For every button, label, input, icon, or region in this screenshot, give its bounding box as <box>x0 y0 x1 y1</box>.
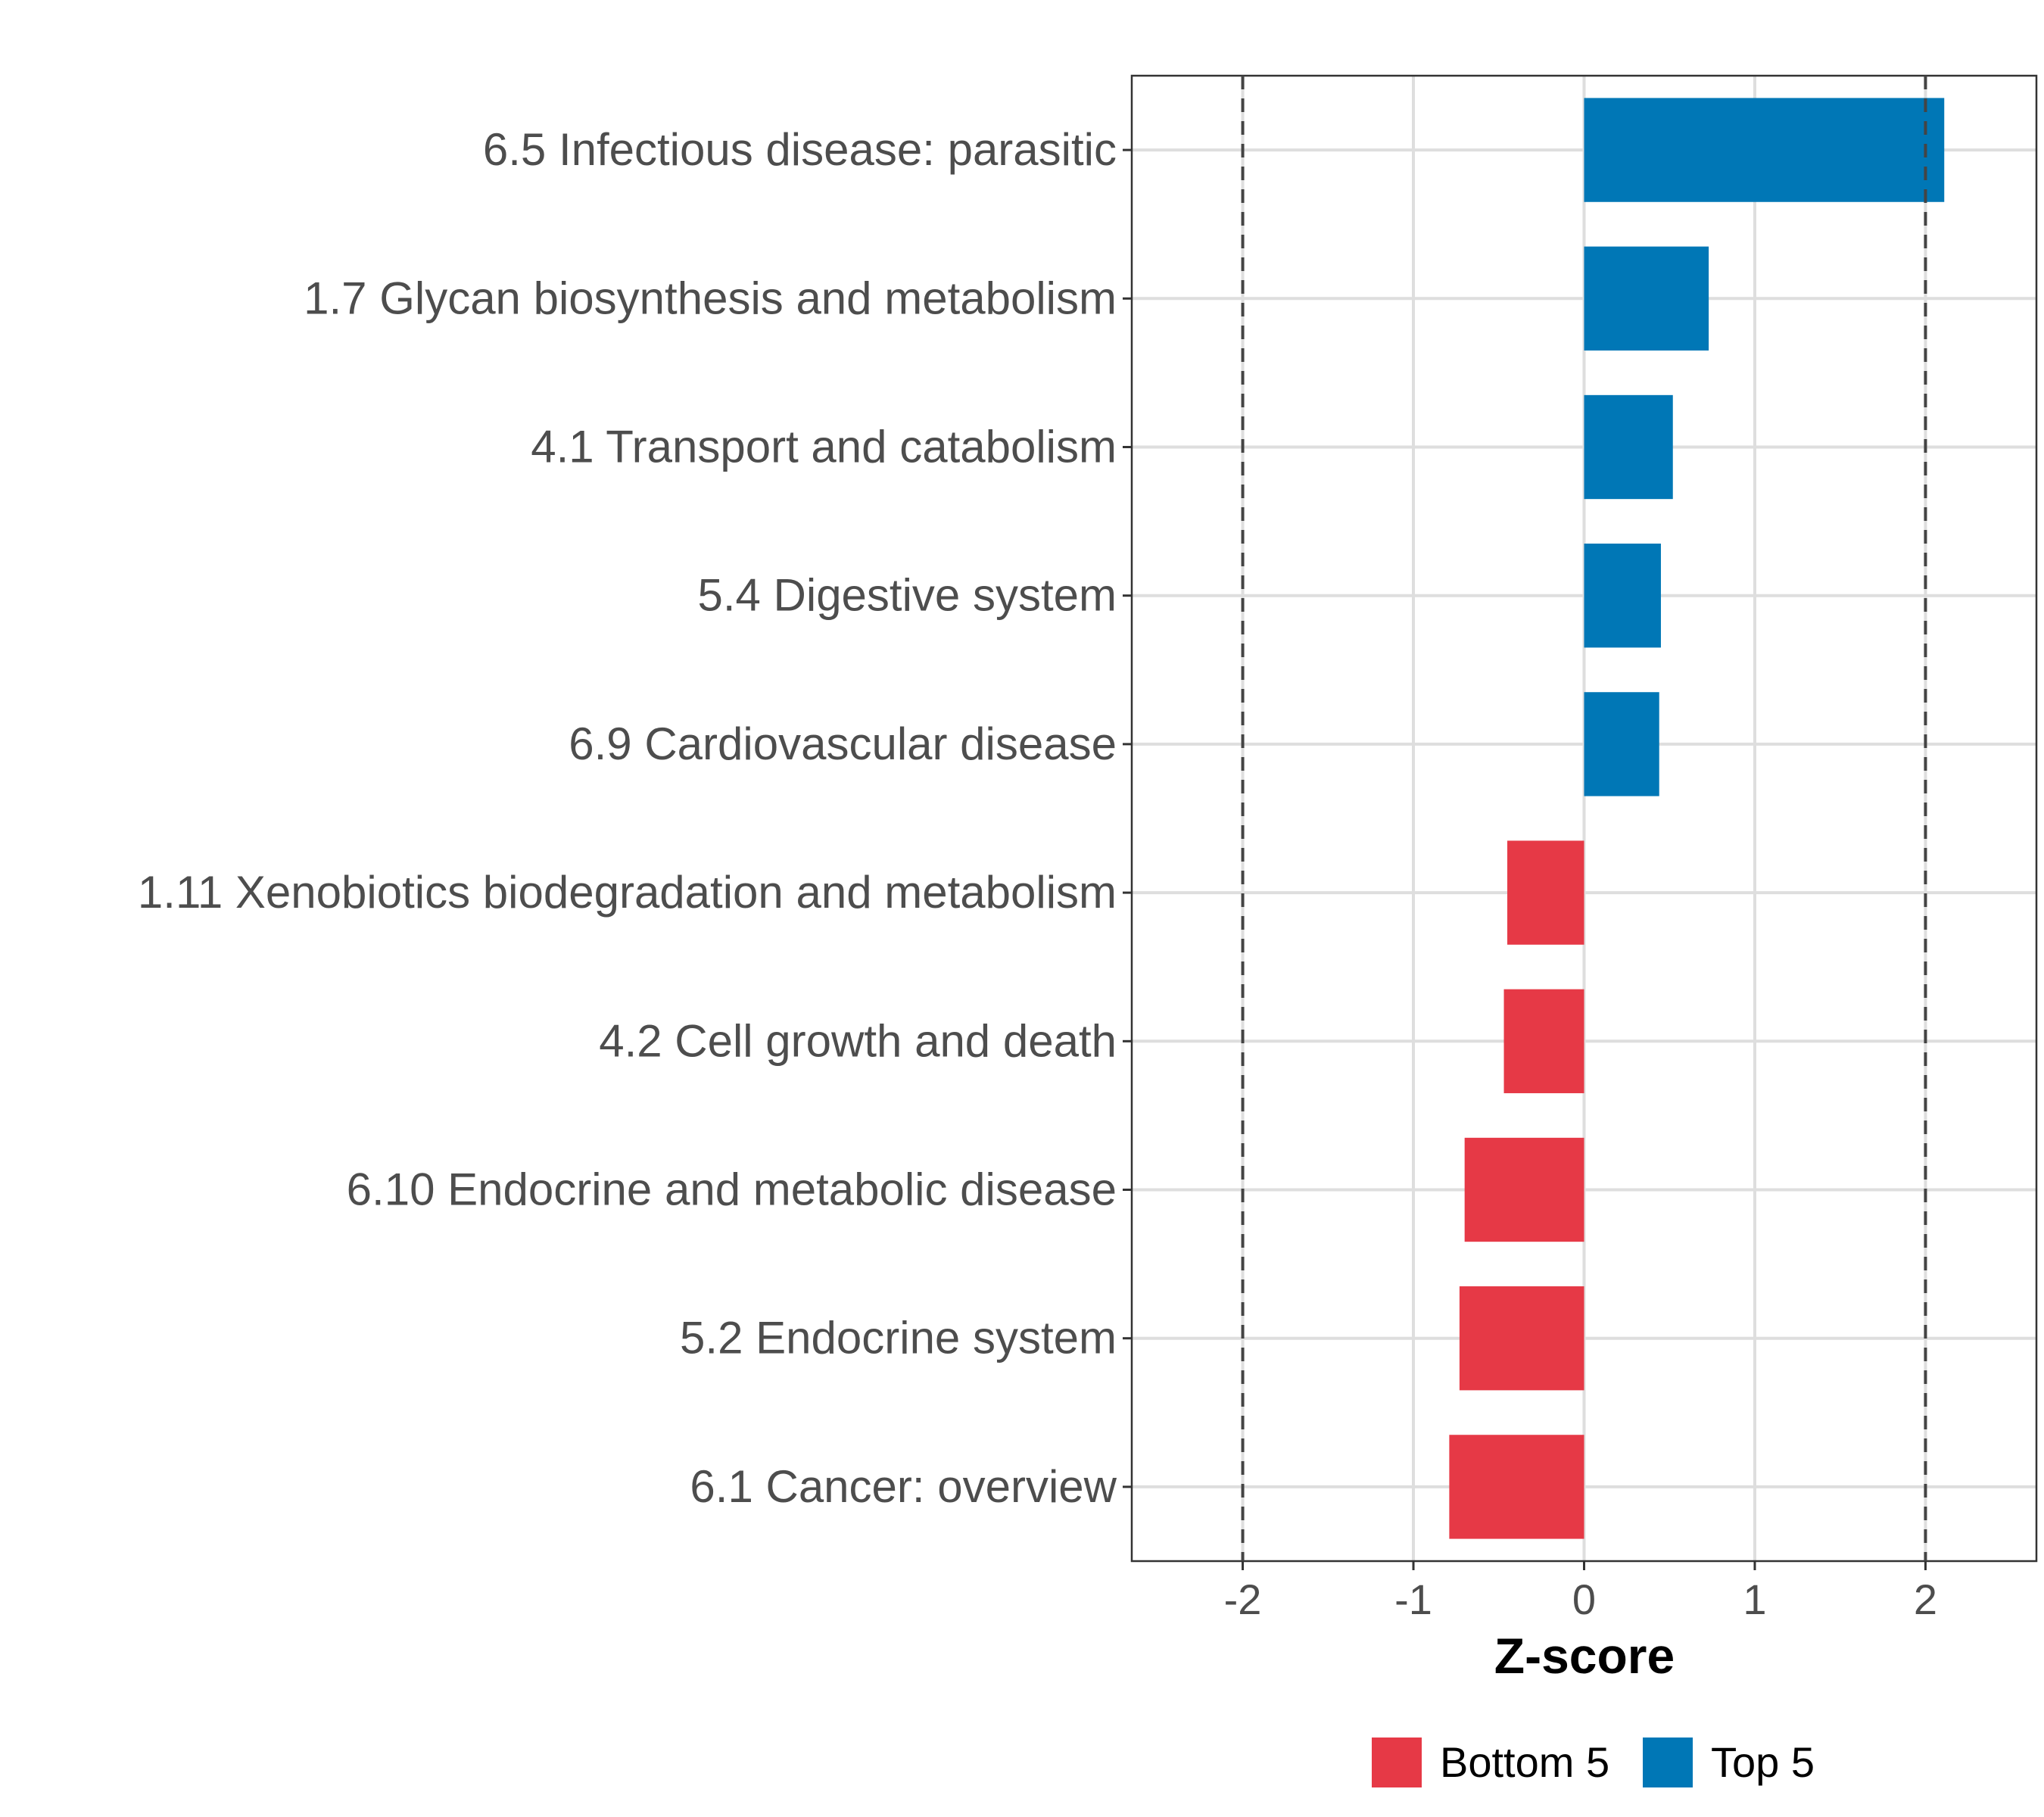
reference-lines <box>1241 76 1927 1561</box>
category-label: 4.1 Transport and catabolism <box>531 422 1117 472</box>
category-label: 4.2 Cell growth and death <box>599 1015 1117 1066</box>
x-tick-label: 0 <box>1572 1575 1596 1623</box>
bars <box>1449 98 1945 1539</box>
category-label: 5.2 Endocrine system <box>680 1313 1117 1364</box>
category-label: 1.11 Xenobiotics biodegradation and meta… <box>138 867 1117 918</box>
category-label: 6.5 Infectious disease: parasitic <box>483 124 1117 175</box>
bar <box>1584 246 1709 351</box>
legend-swatch <box>1372 1738 1422 1787</box>
legend: Bottom 5 Top 5 <box>1372 1738 1815 1787</box>
x-axis: -2 -1 0 1 2 <box>1224 1561 1937 1623</box>
bar <box>1584 394 1673 500</box>
legend-label: Top 5 <box>1711 1738 1815 1786</box>
x-axis-title: Z-score <box>1494 1628 1675 1684</box>
x-tick-label: -1 <box>1394 1575 1432 1623</box>
bar <box>1584 692 1659 796</box>
x-tick-label: 2 <box>1914 1575 1937 1623</box>
bar <box>1584 544 1661 648</box>
category-label: 1.7 Glycan biosynthesis and metabolism <box>304 273 1117 323</box>
bar <box>1464 1137 1584 1242</box>
category-label: 6.9 Cardiovascular disease <box>569 718 1117 769</box>
legend-swatch <box>1643 1738 1693 1787</box>
category-label: 6.10 Endocrine and metabolic disease <box>347 1164 1117 1215</box>
category-label: 6.1 Cancer: overview <box>690 1461 1117 1512</box>
bar <box>1584 98 1945 202</box>
legend-label: Bottom 5 <box>1440 1738 1609 1786</box>
category-label: 5.4 Digestive system <box>697 570 1117 621</box>
x-tick-label: -2 <box>1224 1575 1262 1623</box>
bar <box>1459 1286 1584 1391</box>
bar <box>1503 989 1584 1093</box>
x-tick-label: 1 <box>1743 1575 1766 1623</box>
bar <box>1449 1435 1584 1539</box>
bar <box>1507 840 1584 945</box>
y-axis: 6.5 Infectious disease: parasitic 1.7 Gly… <box>138 124 1132 1512</box>
